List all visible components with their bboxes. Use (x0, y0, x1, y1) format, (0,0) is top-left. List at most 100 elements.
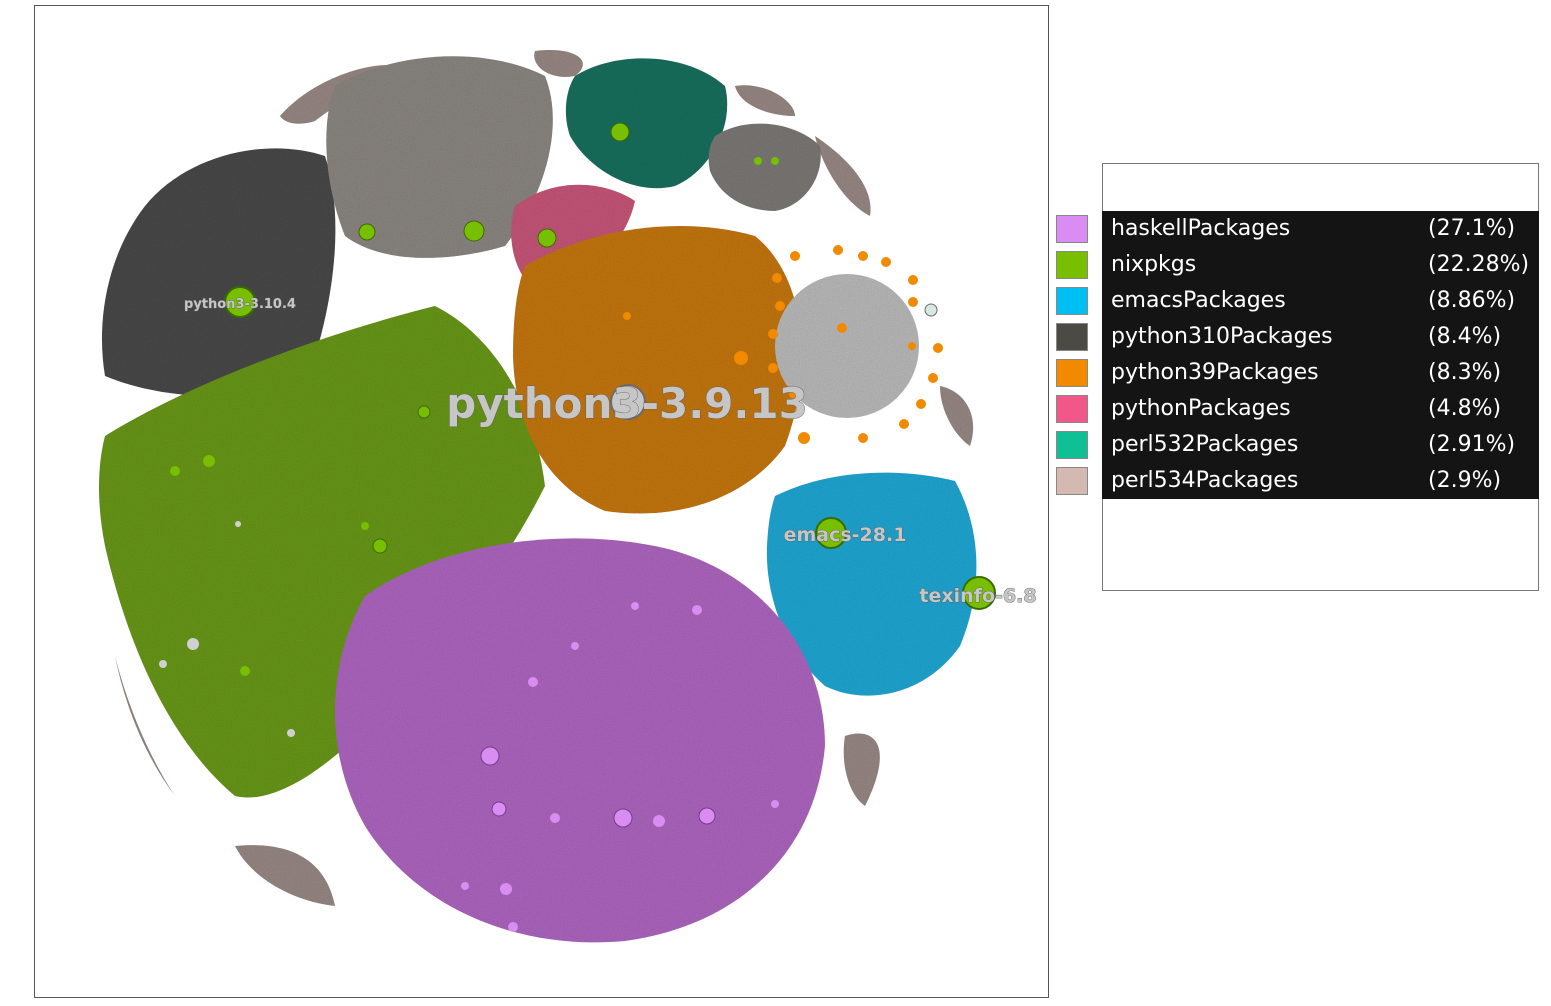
legend-item: haskellPackages (27.1%) (1055, 211, 1539, 247)
outer-fragment (534, 50, 583, 77)
outer-fragment (235, 845, 335, 906)
node (734, 351, 748, 365)
cluster-perl532 (565, 58, 728, 189)
node (631, 602, 639, 610)
node-texinfo-root (962, 576, 996, 610)
legend-percent: (4.8%) (1428, 396, 1502, 421)
legend-band (1102, 319, 1539, 355)
outer-fragment (843, 733, 880, 806)
legend-percent: (22.28%) (1428, 252, 1530, 277)
node (358, 223, 376, 241)
cluster-grey-top (326, 56, 553, 258)
outer-fragment (735, 85, 795, 116)
legend-swatch (1056, 323, 1088, 351)
legend-item: perl534Packages (2.9%) (1055, 463, 1539, 499)
cluster-grey-right (708, 123, 821, 211)
node (775, 301, 785, 311)
node (768, 329, 778, 339)
node (550, 813, 560, 823)
node (235, 521, 241, 527)
cluster-python39 (513, 226, 802, 514)
legend-band (1102, 427, 1539, 463)
node (491, 801, 507, 817)
legend-label: emacsPackages (1111, 288, 1286, 313)
legend-swatch (1056, 467, 1088, 495)
legend-item: python310Packages (8.4%) (1055, 319, 1539, 355)
cluster-nixpkgs (99, 306, 545, 798)
node (361, 522, 369, 530)
legend-swatch (1056, 395, 1088, 423)
node (858, 251, 868, 261)
outer-fragment (940, 386, 974, 446)
node (924, 303, 938, 317)
legend: haskellPackages (27.1%) nixpkgs (22.28%) ema… (1055, 211, 1539, 499)
legend-swatch (1056, 215, 1088, 243)
node (933, 343, 943, 353)
node-layer (159, 122, 996, 932)
node (908, 275, 918, 285)
label-texinfo: texinfo-6.8 (919, 585, 1036, 607)
node (537, 228, 557, 248)
legend-swatch (1056, 251, 1088, 279)
legend-label: perl532Packages (1111, 432, 1299, 457)
node (833, 245, 843, 255)
node (916, 399, 926, 409)
legend-percent: (8.3%) (1428, 360, 1502, 385)
legend-item: perl532Packages (2.91%) (1055, 427, 1539, 463)
cluster-layer (99, 50, 977, 943)
legend-swatch (1056, 287, 1088, 315)
legend-percent: (27.1%) (1428, 216, 1516, 241)
node (159, 660, 167, 668)
legend-label: pythonPackages (1111, 396, 1291, 421)
legend-band (1102, 463, 1539, 499)
legend-label: perl534Packages (1111, 468, 1299, 493)
legend-percent: (2.9%) (1428, 468, 1502, 493)
node (500, 883, 512, 895)
node (417, 405, 431, 419)
cluster-python39-deps (775, 274, 919, 418)
node (203, 455, 215, 467)
node (463, 220, 485, 242)
legend-percent: (8.86%) (1428, 288, 1516, 313)
node (881, 257, 891, 267)
legend-item: pythonPackages (4.8%) (1055, 391, 1539, 427)
legend-band (1102, 247, 1539, 283)
node-emacs-root (815, 517, 847, 549)
legend-label: python310Packages (1111, 324, 1333, 349)
node (508, 922, 518, 932)
node (698, 807, 716, 825)
node-python39-root (610, 384, 646, 420)
node (528, 677, 538, 687)
node (928, 373, 938, 383)
node (613, 808, 633, 828)
node (908, 342, 916, 350)
node (858, 433, 868, 443)
label-python39: python3-3.9.13 (446, 379, 808, 428)
node (771, 800, 779, 808)
graph-panel: python3-3.9.13 python3-3.10.4 emacs-28.1… (34, 5, 1049, 998)
node (772, 273, 782, 283)
package-dependency-graph: python3-3.9.13 python3-3.10.4 emacs-28.1… (99, 50, 1037, 943)
node (187, 638, 199, 650)
node (692, 605, 702, 615)
legend-band (1102, 391, 1539, 427)
node (837, 323, 847, 333)
legend-label: haskellPackages (1111, 216, 1291, 241)
node (623, 312, 631, 320)
legend-band (1102, 211, 1539, 247)
legend-item: emacsPackages (8.86%) (1055, 283, 1539, 319)
node (899, 419, 909, 429)
node (480, 746, 500, 766)
legend-label: python39Packages (1111, 360, 1319, 385)
node (798, 432, 810, 444)
node (240, 666, 250, 676)
legend-band (1102, 283, 1539, 319)
node (571, 642, 579, 650)
legend-percent: (8.4%) (1428, 324, 1502, 349)
node (287, 729, 295, 737)
label-python310: python3-3.10.4 (184, 297, 296, 312)
outer-fragment (815, 136, 871, 216)
cluster-haskellPackages (335, 538, 825, 943)
legend-percent: (2.91%) (1428, 432, 1516, 457)
node (372, 538, 388, 554)
